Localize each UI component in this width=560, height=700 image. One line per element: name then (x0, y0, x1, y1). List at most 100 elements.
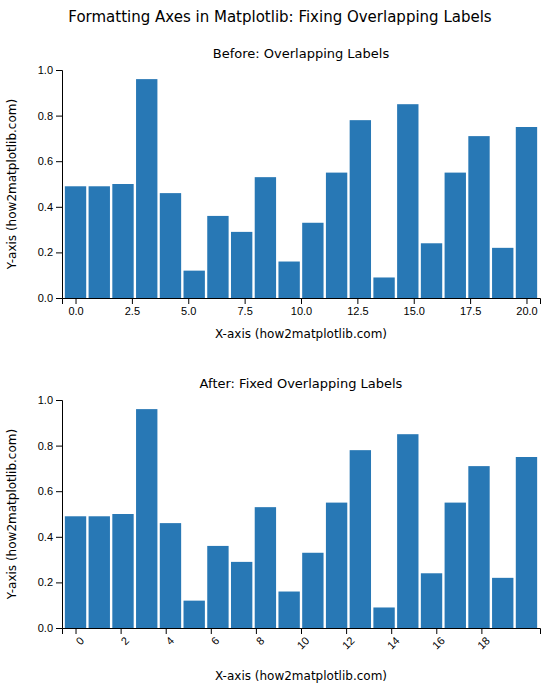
panel: Before: Overlapping Labels 0.0 2.5 5.0 7.5 10… (5, 46, 541, 341)
x-tick-mark (436, 628, 437, 634)
x-axis-title: X-axis (how2matplotlib.com) (215, 669, 387, 683)
panel: After: Fixed Overlapping Labels 0 2 4 6 8 10 12… (5, 376, 541, 683)
x-tick: 14 (385, 628, 402, 651)
y-tick-label: 1.0 (38, 394, 53, 406)
y-axis-title: Y-axis (how2matplotlib.com) (5, 99, 19, 270)
x-tick-label: 7.5 (237, 305, 252, 317)
y-tick: 0.0 (38, 292, 62, 304)
x-tick-mark (481, 628, 482, 634)
bar (255, 507, 276, 628)
bar (468, 466, 489, 628)
x-tick: 15.0 (404, 298, 425, 317)
x-tick-label: 0 (73, 634, 86, 647)
y-tick-mark (56, 537, 62, 538)
x-tick-label: 2.5 (125, 305, 140, 317)
chart-title: After: Fixed Overlapping Labels (200, 376, 403, 391)
bar (421, 243, 442, 298)
bar (350, 450, 371, 628)
y-tick-mark (56, 298, 62, 299)
x-tick-mark (346, 628, 347, 634)
y-tick-label: 0.0 (38, 292, 53, 304)
y-tick-label: 0.6 (38, 155, 53, 167)
bar (231, 232, 252, 298)
axis-domain (63, 629, 541, 635)
y-tick-label: 0.4 (38, 531, 53, 543)
y-tick-label: 0.0 (38, 622, 53, 634)
y-tick-label: 0.8 (38, 110, 53, 122)
bar (397, 434, 418, 628)
bar (160, 193, 181, 298)
x-tick-label: 15.0 (404, 305, 425, 317)
x-tick-label: 5.0 (181, 305, 196, 317)
x-tick-mark (391, 628, 392, 634)
x-tick-label: 10.0 (291, 305, 312, 317)
bar (136, 79, 157, 298)
y-tick: 0.4 (38, 531, 62, 543)
y-tick-mark (56, 582, 62, 583)
bar (255, 177, 276, 298)
bars (65, 409, 537, 628)
bar (326, 173, 347, 298)
bar (278, 262, 299, 298)
x-tick-mark (414, 298, 415, 304)
y-tick-mark (56, 446, 62, 447)
bar (492, 578, 513, 628)
x-tick: 6 (209, 628, 222, 647)
bar (326, 503, 347, 628)
axis-domain (56, 71, 63, 299)
bar (373, 277, 394, 298)
y-tick-label: 0.6 (38, 485, 53, 497)
x-tick: 0.0 (68, 298, 83, 317)
x-tick: 8 (254, 628, 267, 647)
x-tick: 4 (164, 628, 177, 647)
bar (350, 120, 371, 298)
x-tick: 7.5 (237, 298, 252, 317)
chart-title: Before: Overlapping Labels (213, 46, 390, 61)
y-tick: 1.0 (38, 64, 62, 76)
x-tick-label: 18 (475, 634, 492, 651)
bar (65, 516, 86, 628)
bar (231, 562, 252, 628)
x-tick: 10 (294, 628, 311, 651)
y-tick-mark (56, 628, 62, 629)
y-axis: 0.00.20.40.60.81.0 (38, 394, 63, 634)
x-tick-label: 16 (430, 634, 447, 651)
x-tick-mark (132, 298, 133, 304)
bar (184, 271, 205, 298)
bar (112, 514, 133, 628)
y-tick: 0.2 (38, 576, 62, 588)
x-tick: 12 (340, 628, 357, 651)
bar (397, 104, 418, 298)
bar (112, 184, 133, 298)
bar (160, 523, 181, 628)
bar (468, 136, 489, 298)
x-axis-title: X-axis (how2matplotlib.com) (215, 327, 387, 341)
x-tick: 16 (430, 628, 447, 651)
bars (65, 79, 537, 298)
y-axis: 0.0 0.2 0.4 0.6 0.8 1.0 (38, 64, 63, 304)
y-tick: 0.4 (38, 201, 62, 213)
y-tick-label: 1.0 (38, 64, 53, 76)
bar (445, 173, 466, 298)
y-tick: 0.2 (38, 246, 62, 258)
bar (492, 248, 513, 298)
bar (516, 457, 537, 628)
bar (421, 573, 442, 628)
x-tick-label: 8 (254, 634, 267, 647)
y-tick-mark (56, 400, 62, 401)
y-tick-mark (56, 70, 62, 71)
bar (302, 223, 323, 298)
x-tick-mark (245, 298, 246, 304)
x-tick-mark (76, 298, 77, 304)
bar (373, 607, 394, 628)
axis-domain (63, 299, 541, 305)
y-tick: 0.6 (38, 155, 62, 167)
y-tick-mark (56, 491, 62, 492)
x-tick: 10.0 (291, 298, 312, 317)
x-tick-mark (76, 628, 77, 634)
y-tick: 0.6 (38, 485, 62, 497)
x-tick-mark (301, 298, 302, 304)
x-tick-mark (166, 628, 167, 634)
x-tick: 18 (475, 628, 492, 651)
x-tick: 2 (118, 628, 131, 647)
